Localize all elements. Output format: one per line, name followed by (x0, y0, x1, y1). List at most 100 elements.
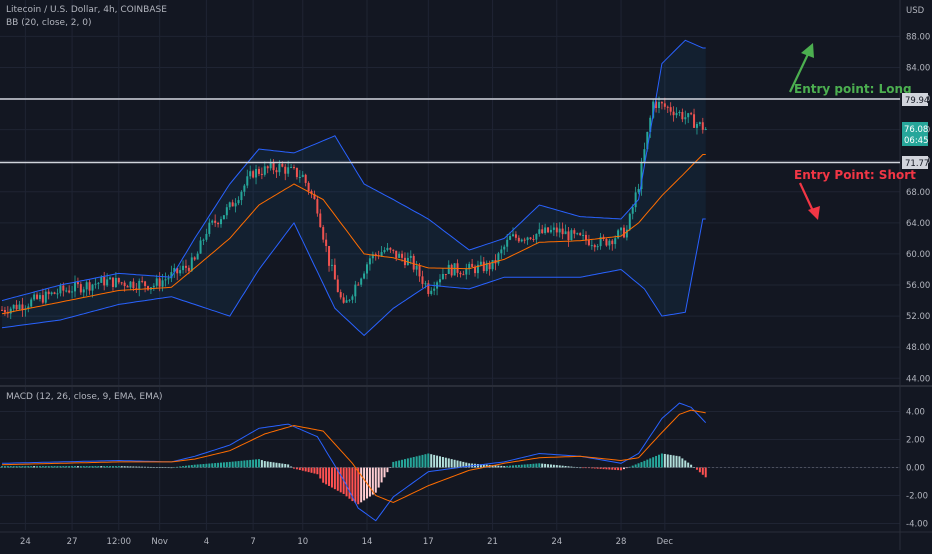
candle-body (193, 257, 196, 260)
macd-histogram-bar (44, 466, 47, 468)
candle-body (564, 231, 567, 235)
candle-body (371, 254, 374, 259)
macd-histogram-bar (287, 464, 290, 468)
time-tick-label: 12:00 (107, 537, 132, 547)
macd-tick-label: 4.00 (906, 408, 925, 418)
macd-histogram-bar (217, 462, 220, 468)
candle-body (231, 202, 234, 207)
macd-histogram-bar (179, 466, 182, 468)
time-tick-label: 4 (204, 537, 209, 547)
candle-body (622, 227, 625, 238)
macd-histogram-bar (284, 464, 287, 468)
candle-body (479, 261, 482, 265)
currency-label: USD (906, 6, 925, 16)
time-tick-label: 7 (250, 537, 255, 547)
macd-histogram-bar (363, 467, 366, 501)
macd-histogram-bar (491, 465, 494, 468)
macd-histogram-bar (614, 467, 617, 470)
macd-histogram-bar (357, 467, 360, 505)
candle-body (512, 234, 514, 237)
macd-histogram-bar (15, 466, 18, 468)
candle-body (532, 239, 535, 241)
candle-body (424, 283, 427, 285)
macd-histogram-bar (652, 457, 655, 468)
macd-histogram-bar (608, 467, 611, 470)
macd-histogram-bar (500, 465, 503, 468)
macd-histogram-bar (374, 467, 377, 493)
candle-body (476, 264, 479, 274)
candle-body (103, 276, 106, 286)
candle-body (167, 278, 170, 280)
candle-body (313, 194, 316, 200)
candle-body (41, 295, 44, 303)
macd-histogram-bar (50, 466, 53, 468)
symbol-title[interactable]: Litecoin / U.S. Dollar, 4h, COINBASE (6, 5, 167, 15)
candle-body (138, 280, 141, 290)
candle-body (290, 167, 293, 169)
macd-histogram-bar (669, 454, 672, 468)
macd-histogram-bar (76, 466, 79, 468)
candle-body (106, 279, 109, 286)
macd-histogram-bar (345, 467, 348, 497)
macd-signal-line (1, 409, 706, 504)
candle-body (462, 274, 465, 276)
candle-body (351, 296, 354, 300)
macd-histogram-bar (103, 466, 106, 468)
candle-body (211, 220, 214, 223)
macd-histogram-bar (351, 467, 354, 502)
candle-body (427, 283, 430, 294)
macd-histogram-bar (663, 453, 666, 468)
macd-histogram-bar (590, 467, 593, 469)
macd-histogram-bar (436, 455, 439, 468)
bb-indicator-label[interactable]: BB (20, close, 2, 0) (6, 18, 92, 28)
macd-histogram-bar (611, 467, 614, 470)
short-level-value: 71.77 (905, 159, 929, 169)
macd-histogram-bar (509, 465, 512, 468)
macd-histogram-bar (544, 463, 547, 468)
candle-body (111, 277, 114, 288)
candle-body (243, 185, 246, 192)
macd-histogram-bar (555, 465, 558, 468)
macd-histogram-bar (392, 461, 395, 468)
candle-body (687, 113, 690, 118)
macd-histogram-bar (290, 466, 293, 468)
macd-histogram-bar (456, 460, 459, 468)
macd-histogram-bar (27, 466, 30, 468)
candle-body (444, 273, 447, 275)
macd-histogram-bar (497, 465, 500, 468)
macd-histogram-bar (453, 459, 456, 468)
macd-indicator-label[interactable]: MACD (12, 26, close, 9, EMA, EMA) (6, 392, 163, 402)
candle-body (141, 280, 144, 282)
macd-histogram-bar (225, 462, 228, 468)
macd-histogram-bar (255, 459, 258, 468)
bb-upper-line (1, 39, 706, 302)
countdown-value: 06:45 (904, 136, 929, 146)
macd-histogram-bar (304, 467, 307, 472)
macd-histogram-bar (82, 466, 85, 468)
candle-body (182, 265, 185, 271)
macd-histogram-bar (91, 466, 94, 468)
candle-body (453, 263, 456, 276)
candle-body (164, 279, 167, 281)
macd-histogram-bar (698, 467, 701, 473)
candle-body (474, 266, 477, 274)
macd-histogram-bar (281, 463, 284, 468)
macd-tick-label: 2.00 (906, 436, 925, 446)
candle-body (293, 167, 295, 169)
macd-histogram-bar (634, 464, 637, 468)
macd-histogram-bar (643, 460, 646, 468)
macd-histogram-bar (459, 461, 462, 468)
candle-body (441, 273, 444, 280)
current-price-tag (902, 122, 928, 146)
macd-histogram-bar (383, 467, 386, 478)
candle-body (491, 259, 494, 270)
candle-body (176, 268, 179, 274)
macd-histogram-bar (237, 461, 240, 468)
macd-histogram-bar (79, 466, 82, 468)
candle-body (257, 168, 260, 174)
candle-body (44, 291, 47, 303)
macd-histogram-bar (56, 466, 59, 468)
time-tick-label: 10 (297, 537, 308, 547)
macd-histogram-bar (549, 464, 552, 468)
